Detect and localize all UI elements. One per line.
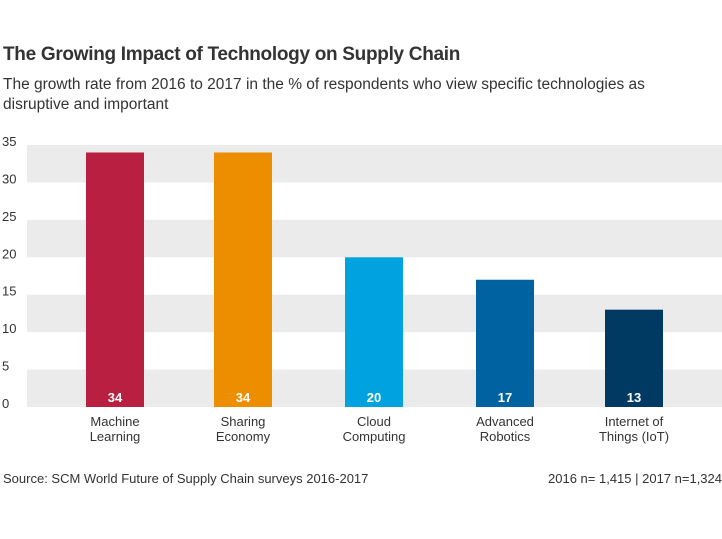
bar-value-label: 20 <box>367 390 381 405</box>
y-tick-label: 0 <box>2 396 9 411</box>
bar <box>345 257 403 407</box>
y-tick-label: 25 <box>2 209 16 224</box>
sample-size-note: 2016 n= 1,415 | 2017 n=1,324 <box>548 471 722 486</box>
bar-value-label: 34 <box>236 390 251 405</box>
source-note: Source: SCM World Future of Supply Chain… <box>3 471 369 486</box>
x-tick-label: Learning <box>90 429 141 444</box>
x-tick-label: Cloud <box>357 414 391 429</box>
bar-value-label: 17 <box>498 390 512 405</box>
x-tick-label: Internet of <box>605 414 664 429</box>
bar <box>214 152 272 407</box>
bar <box>605 309 663 407</box>
chart-title: The Growing Impact of Technology on Supp… <box>3 44 461 65</box>
x-tick-label: Economy <box>216 429 271 444</box>
y-tick-label: 15 <box>2 284 16 299</box>
chart-subtitle: The growth rate from 2016 to 2017 in the… <box>3 76 645 113</box>
bar-value-label: 13 <box>627 390 641 405</box>
y-tick-label: 5 <box>2 359 9 374</box>
bar-value-label: 34 <box>108 390 123 405</box>
x-tick-label: Computing <box>343 429 406 444</box>
x-tick-label: Robotics <box>480 429 531 444</box>
x-tick-label: Things (IoT) <box>599 429 669 444</box>
x-tick-label: Advanced <box>476 414 534 429</box>
y-tick-label: 10 <box>2 321 16 336</box>
y-tick-label: 20 <box>2 246 16 261</box>
x-tick-label: Sharing <box>221 414 266 429</box>
bar <box>476 279 534 407</box>
x-tick-label: Machine <box>90 414 139 429</box>
y-tick-label: 35 <box>2 134 16 149</box>
y-tick-label: 30 <box>2 171 16 186</box>
bar <box>86 152 144 407</box>
